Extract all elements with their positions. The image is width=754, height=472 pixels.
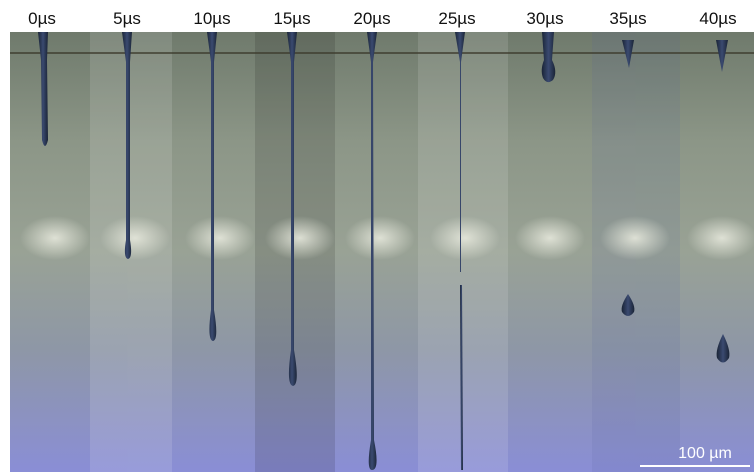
jets	[38, 32, 730, 470]
frame-label: 40µs	[699, 9, 736, 28]
frame-label: 20µs	[353, 9, 390, 28]
scale-bar-label: 100 µm	[678, 445, 732, 462]
glows	[20, 216, 754, 260]
frame-label: 5µs	[113, 9, 141, 28]
frame-label: 30µs	[526, 9, 563, 28]
frame-label: 0µs	[28, 9, 56, 28]
frame-label: 35µs	[609, 9, 646, 28]
frame-label: 15µs	[273, 9, 310, 28]
frame-labels: 0µs 5µs 10µs 15µs 20µs 25µs 30µs 35µs 40…	[28, 9, 736, 28]
frame-label: 10µs	[193, 9, 230, 28]
frame-label: 25µs	[438, 9, 475, 28]
